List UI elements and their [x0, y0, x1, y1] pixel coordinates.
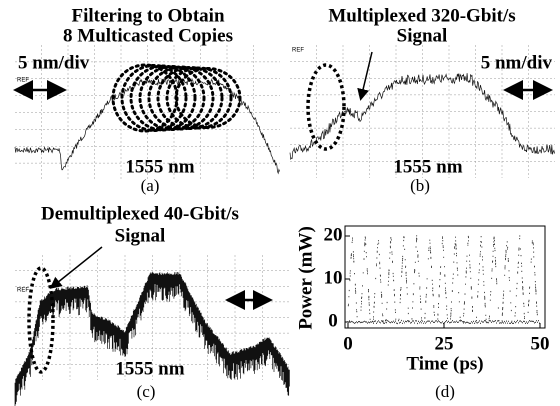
y-axis-label: Power (mW)	[295, 226, 316, 330]
y-tick-label: 20	[324, 224, 343, 245]
caption: (a)	[141, 176, 160, 195]
panel-title: Signal	[397, 25, 448, 46]
center-label: 1555 nm	[393, 156, 462, 177]
spectrum-trace	[14, 272, 290, 406]
x-tick-label: 25	[435, 333, 454, 354]
panel-title: Filtering to Obtain	[71, 5, 224, 26]
panel-title: Demultiplexed 40-Gbit/s	[41, 203, 239, 224]
copy-outline	[147, 65, 215, 131]
panel-title: Signal	[115, 225, 166, 246]
ref-label: REF	[17, 78, 29, 84]
copy-outline	[165, 66, 233, 130]
scale-label: 5 nm/div	[18, 52, 90, 73]
copy-outline	[174, 67, 242, 129]
traces	[14, 63, 555, 406]
panel-title: 8 Multicasted Copies	[63, 25, 233, 46]
copy-outline	[156, 66, 224, 130]
ref-label: REF	[292, 48, 304, 54]
caption: (c)	[137, 382, 156, 401]
pointer	[49, 246, 103, 289]
center-label: 1555 nm	[115, 358, 184, 379]
pulse-trace	[347, 235, 540, 325]
spectrum-trace	[289, 73, 555, 161]
caption: (d)	[435, 382, 455, 401]
highlight	[27, 266, 55, 374]
panel-title: Multiplexed 320-Gbit/s	[328, 5, 515, 26]
copy-outline	[138, 65, 206, 131]
ref-label: REF	[17, 288, 29, 294]
plot-frame	[344, 225, 546, 329]
scale-label: 5 nm/div	[481, 52, 553, 73]
x-tick-label: 0	[343, 333, 353, 354]
y-tick-label: 10	[324, 267, 343, 288]
highlight	[306, 63, 346, 151]
copy-outline	[120, 64, 188, 132]
caption: (b)	[410, 176, 430, 195]
y-tick-label: 0	[328, 310, 338, 331]
center-label: 1555 nm	[125, 156, 194, 177]
x-axis-label: Time (ps)	[406, 353, 483, 374]
x-tick-label: 50	[531, 333, 550, 354]
pointer	[357, 51, 373, 101]
copy-outline	[129, 64, 197, 132]
